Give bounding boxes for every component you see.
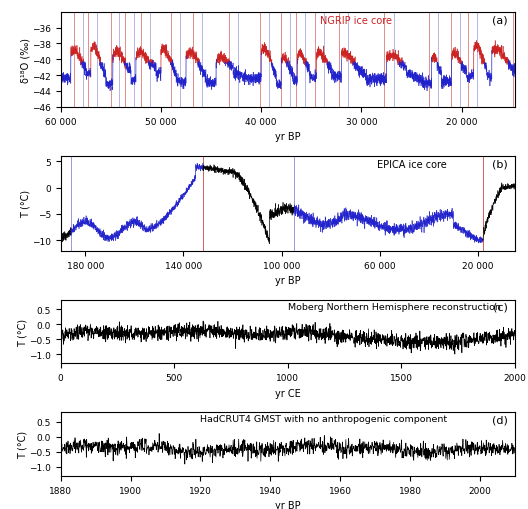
Text: EPICA ice core: EPICA ice core — [377, 159, 447, 169]
Text: HadCRUT4 GMST with no anthropogenic component: HadCRUT4 GMST with no anthropogenic comp… — [200, 414, 447, 423]
Y-axis label: T (°C): T (°C) — [21, 190, 31, 218]
Y-axis label: δ¹⁸O (‰): δ¹⁸O (‰) — [21, 38, 31, 82]
Text: Moberg Northern Hemisphere reconstruction: Moberg Northern Hemisphere reconstructio… — [288, 302, 501, 312]
X-axis label: yr CE: yr CE — [275, 388, 300, 398]
Text: (a): (a) — [493, 16, 508, 25]
Text: (c): (c) — [493, 302, 508, 313]
X-axis label: yr BP: yr BP — [275, 500, 300, 509]
Text: NGRIP ice core: NGRIP ice core — [320, 16, 392, 25]
Y-axis label: T (°C): T (°C) — [18, 430, 28, 458]
Text: (b): (b) — [492, 159, 508, 169]
X-axis label: yr BP: yr BP — [275, 132, 300, 142]
X-axis label: yr BP: yr BP — [275, 276, 300, 286]
Text: (d): (d) — [492, 414, 508, 425]
Y-axis label: T (°C): T (°C) — [18, 318, 28, 346]
